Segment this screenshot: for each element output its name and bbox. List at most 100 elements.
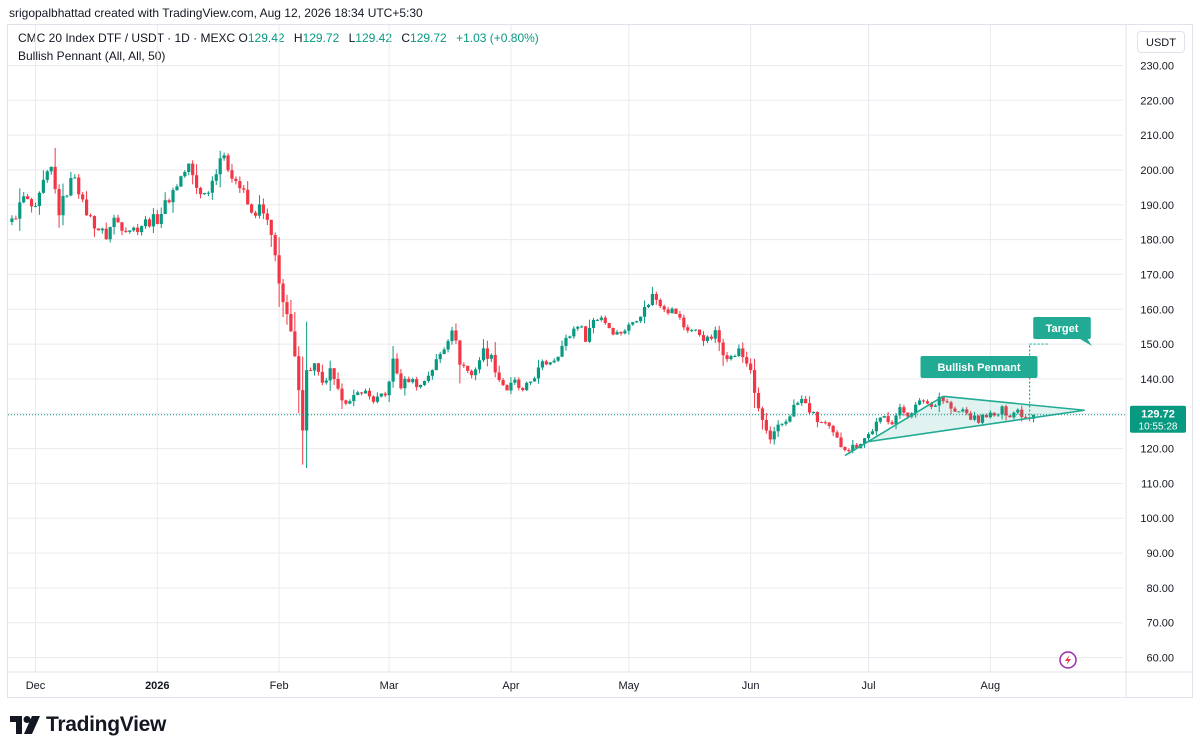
- candle-body: [717, 330, 721, 343]
- candle-body: [41, 179, 45, 193]
- candle: [595, 318, 599, 321]
- candle: [902, 404, 906, 417]
- candle-body: [599, 317, 603, 320]
- tradingview-logo[interactable]: TradingView: [10, 713, 166, 737]
- candle: [167, 198, 171, 204]
- y-tick-label: 230.00: [1140, 60, 1174, 72]
- candle-body: [615, 331, 619, 335]
- candle-body: [815, 411, 820, 423]
- x-tick-label: 2026: [145, 680, 169, 692]
- candle: [92, 215, 97, 237]
- candle: [811, 411, 816, 414]
- candle: [285, 294, 289, 325]
- candle-body: [493, 354, 497, 373]
- candle-body: [222, 155, 226, 159]
- candle: [29, 197, 34, 213]
- candle: [277, 237, 281, 307]
- candle-body: [576, 326, 580, 329]
- candle-body: [253, 212, 258, 216]
- x-tick-label: Dec: [26, 680, 46, 692]
- candle: [379, 393, 383, 398]
- candle-body: [894, 415, 898, 425]
- y-tick-label: 160.00: [1140, 304, 1174, 316]
- candle-body: [760, 408, 765, 420]
- candle-body: [179, 176, 183, 187]
- currency-button[interactable]: USDT: [1137, 31, 1185, 53]
- candle: [925, 399, 930, 405]
- target-label-text: Target: [1046, 323, 1079, 335]
- candle: [804, 395, 808, 404]
- candle-body: [391, 358, 395, 382]
- ohlc-change: +1.03 (+0.80%): [456, 31, 539, 45]
- last-price-tag-box: [1130, 405, 1186, 433]
- candle: [328, 360, 332, 392]
- candle-body: [929, 403, 933, 407]
- candle-body: [155, 214, 159, 224]
- candle-body: [136, 227, 140, 233]
- y-tick-label: 220.00: [1140, 95, 1174, 107]
- candle: [717, 325, 721, 352]
- candle-body: [772, 431, 776, 440]
- candle: [49, 166, 53, 175]
- candle-body: [462, 364, 466, 366]
- candle: [788, 414, 792, 423]
- candle-body: [387, 381, 391, 396]
- candle-body: [721, 342, 725, 356]
- pennant-label-box: [920, 356, 1038, 378]
- candle-body: [332, 368, 336, 379]
- bolt-icon[interactable]: [1059, 651, 1077, 669]
- candle: [1004, 404, 1008, 421]
- candle: [147, 217, 152, 228]
- ohlc-open-label: O: [238, 31, 248, 45]
- ohlc-low: 129.42: [355, 31, 392, 45]
- y-tick-label: 60.00: [1146, 653, 1174, 665]
- target-label-box: [1033, 317, 1091, 339]
- candle-body: [61, 196, 65, 216]
- tradingview-logo-icon: [10, 716, 40, 734]
- candle: [230, 163, 234, 183]
- pennant-label: Bullish Pennant: [920, 356, 1038, 378]
- candle: [308, 367, 313, 372]
- candle-body: [100, 228, 104, 231]
- symbol-legend[interactable]: CMC 20 Index DTF / USDT · 1D · MEXC O129…: [18, 31, 539, 45]
- candle-body: [143, 219, 148, 227]
- candle-body: [167, 200, 171, 203]
- candle-body: [308, 370, 313, 372]
- candle-body: [969, 413, 973, 420]
- candle-body: [1008, 415, 1012, 418]
- candle-body: [497, 372, 501, 381]
- pennant-pole: [844, 395, 944, 457]
- candle-body: [658, 299, 662, 307]
- y-tick-label: 200.00: [1140, 165, 1174, 177]
- candle: [760, 406, 765, 430]
- candle-body: [399, 373, 403, 389]
- indicator-legend[interactable]: Bullish Pennant (All, All, 50): [18, 49, 166, 63]
- candle-body: [320, 371, 324, 383]
- candle-body: [980, 414, 985, 423]
- candle: [580, 325, 584, 329]
- candle: [81, 191, 85, 203]
- candle-body: [352, 394, 356, 402]
- candle-body: [485, 348, 489, 359]
- symbol-title[interactable]: CMC 20 Index DTF / USDT · 1D · MEXC: [18, 31, 236, 45]
- candle-body: [344, 400, 348, 404]
- candle-body: [800, 398, 804, 404]
- candle-body: [18, 202, 22, 219]
- ohlc-open: 129.42: [247, 31, 285, 45]
- candle: [269, 219, 273, 247]
- candle: [572, 326, 576, 339]
- candle: [45, 169, 49, 183]
- candle: [202, 192, 207, 195]
- candle: [159, 207, 163, 229]
- candle: [686, 324, 690, 333]
- candle: [438, 351, 442, 364]
- target-label-pointer: [1080, 332, 1092, 346]
- candle-body: [26, 196, 30, 200]
- candle: [756, 387, 761, 412]
- candle-body: [725, 355, 729, 360]
- candle: [434, 353, 438, 371]
- candle-body: [1000, 406, 1004, 415]
